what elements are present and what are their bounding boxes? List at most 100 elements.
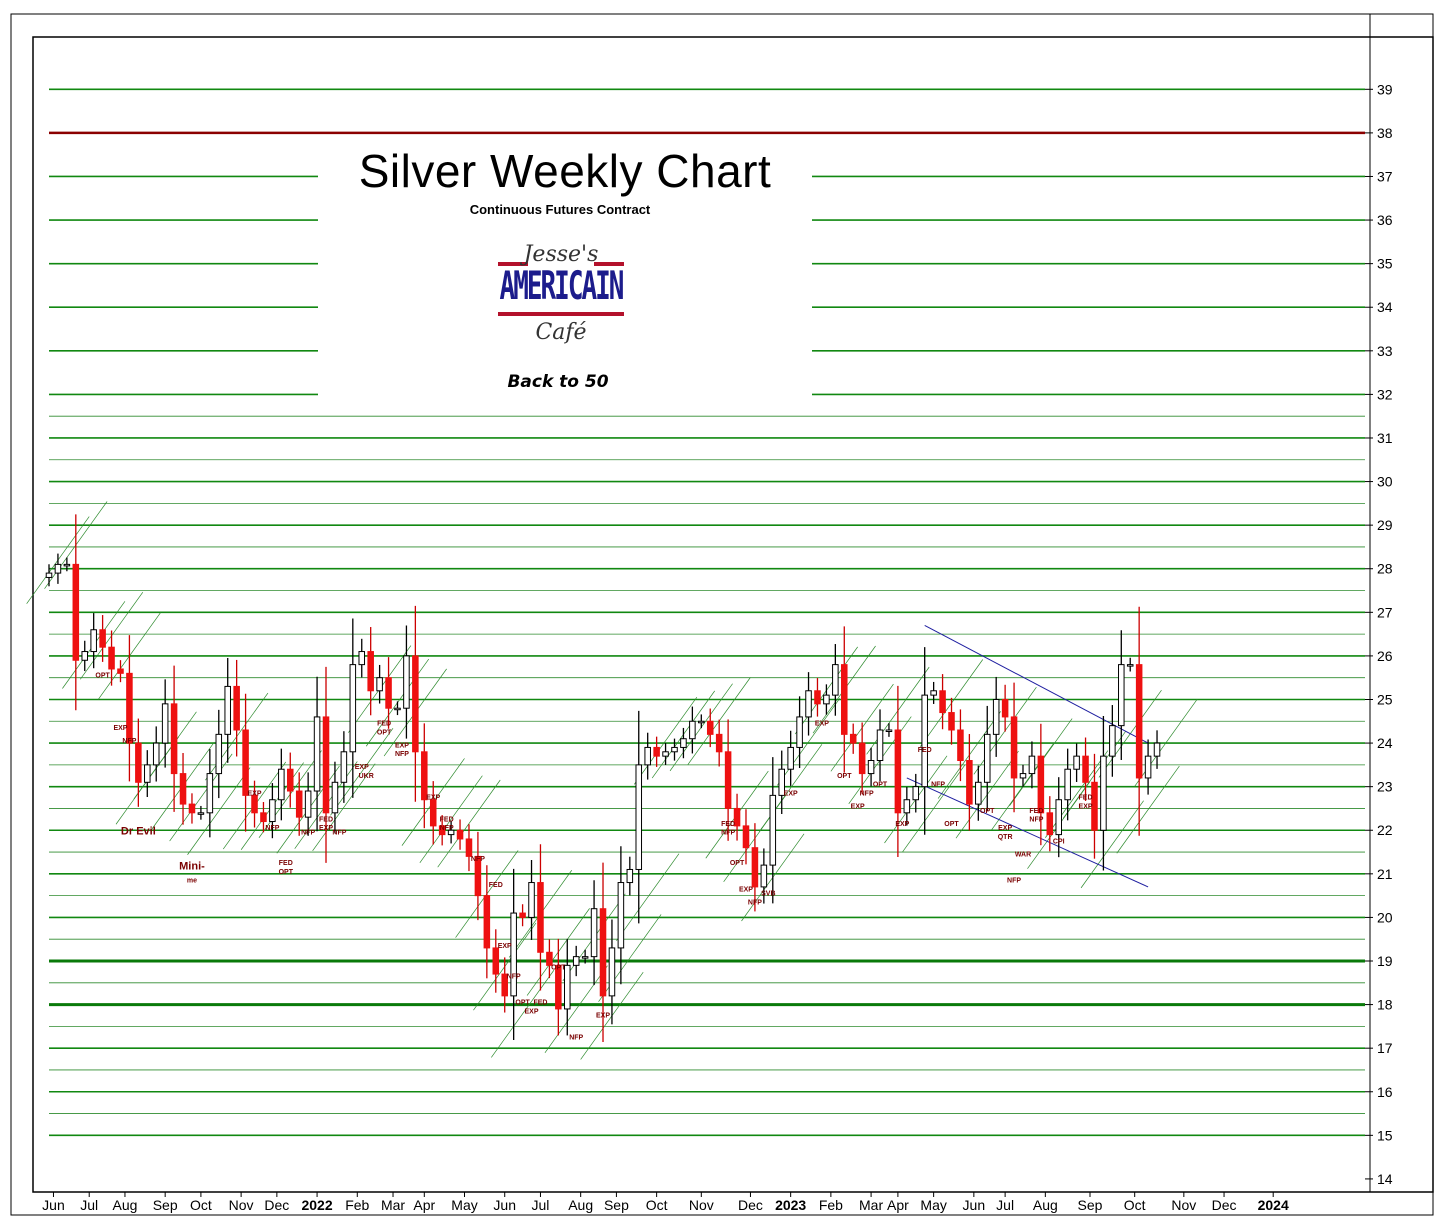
event-label: Dr Evil <box>121 826 156 838</box>
candle-up <box>215 733 223 775</box>
candle-up <box>635 764 643 870</box>
x-tick-label: Jul <box>996 1197 1014 1213</box>
event-label: OPT <box>377 729 392 736</box>
event-label: SVB <box>761 891 775 898</box>
y-tick-label: 34 <box>1377 299 1393 315</box>
event-label: NFP <box>931 782 945 789</box>
candle-down <box>438 825 446 836</box>
event-label: OPT <box>837 773 852 780</box>
trend-line <box>330 727 394 816</box>
candle-down <box>72 563 80 661</box>
candle-down <box>742 825 750 849</box>
candle-up <box>206 773 214 814</box>
candle-up <box>1153 742 1161 757</box>
event-label: EXP <box>739 886 753 893</box>
chart-title: Silver Weekly Chart <box>358 145 772 197</box>
x-tick-label: Oct <box>1124 1197 1146 1213</box>
y-tick-label: 17 <box>1377 1040 1393 1056</box>
y-tick-label: 36 <box>1377 212 1393 228</box>
event-label: FED <box>319 817 333 824</box>
candlesticks <box>45 514 1161 1042</box>
event-label: EXP <box>851 803 865 810</box>
candle-up <box>1064 768 1071 801</box>
candle-up <box>832 664 839 696</box>
event-label: OPT <box>515 1000 530 1007</box>
y-tick-label: 33 <box>1377 343 1393 359</box>
event-label: FED <box>1029 808 1043 815</box>
event-label: NFP <box>507 973 521 980</box>
x-tick-label: 2023 <box>775 1197 806 1213</box>
trend-line <box>312 763 376 852</box>
candle-up <box>992 698 1000 735</box>
candle-up <box>876 729 884 762</box>
chart-note: Back to 50 <box>507 372 609 392</box>
event-label: NFP <box>440 825 454 832</box>
event-label: FED <box>489 882 503 889</box>
logo-line-2: AMERICAIN <box>499 264 625 310</box>
candle-down <box>233 685 240 731</box>
candle-up <box>1100 755 1107 831</box>
candle-up <box>1055 799 1063 836</box>
candle-up <box>796 716 803 748</box>
candle-down <box>1046 812 1054 836</box>
event-label: FED <box>440 817 454 824</box>
x-tick-label: Aug <box>568 1197 593 1213</box>
candle-up <box>805 690 812 718</box>
candle-down <box>126 672 133 744</box>
y-tick-label: 15 <box>1377 1127 1393 1143</box>
y-tick-label: 35 <box>1377 256 1393 272</box>
candle-up <box>144 764 151 783</box>
candle-down <box>429 799 437 827</box>
trend-line <box>491 970 555 1058</box>
event-label: WAR <box>1015 851 1031 858</box>
x-tick-label: May <box>920 1197 946 1213</box>
logo-stripe <box>498 312 624 316</box>
channel-line <box>906 777 1149 888</box>
candle-down <box>849 733 857 744</box>
event-label: EXP <box>998 825 1012 832</box>
candle-up <box>90 629 97 653</box>
candle-up <box>626 868 634 884</box>
event-label: OPT <box>980 808 995 815</box>
candle-up <box>269 799 276 823</box>
candle-up <box>376 677 383 692</box>
trend-line <box>902 764 966 853</box>
event-label: EXP <box>355 764 369 771</box>
x-tick-label: Nov <box>1171 1197 1196 1213</box>
trend-line <box>187 767 251 855</box>
logo-line-3: Café <box>535 320 587 345</box>
candle-up <box>197 812 205 815</box>
event-label: NFP <box>860 790 874 797</box>
candle-down <box>751 847 759 888</box>
x-tick-label: Dec <box>264 1197 289 1213</box>
candle-up <box>662 751 669 757</box>
candle-up <box>510 912 517 997</box>
candle-down <box>948 712 955 731</box>
x-tick-label: Mar <box>859 1197 883 1213</box>
candle-up <box>161 703 169 744</box>
event-label: NFP <box>569 1034 583 1041</box>
candle-down <box>1037 755 1045 814</box>
event-label: NFP <box>471 856 485 863</box>
x-tick-label: Aug <box>1033 1197 1058 1213</box>
cafe-logo: Jesse's AMERICAIN Café <box>494 242 628 354</box>
candle-down <box>1001 698 1009 718</box>
candle-up <box>1144 755 1152 779</box>
y-tick-label: 28 <box>1377 561 1393 577</box>
event-label: CPI <box>1053 838 1065 845</box>
candle-up <box>885 729 893 732</box>
event-label: OPT <box>95 673 110 680</box>
candle-up <box>152 742 160 766</box>
event-label: EXP <box>784 790 798 797</box>
y-tick-label: 39 <box>1377 81 1393 97</box>
y-tick-label: 37 <box>1377 168 1393 184</box>
channel-line <box>924 624 1149 744</box>
y-tick-label: 32 <box>1377 386 1393 402</box>
x-tick-label: Sep <box>1078 1197 1103 1213</box>
title-block: Silver Weekly Chart Continuous Futures C… <box>318 140 812 402</box>
event-label: OPT <box>944 821 959 828</box>
candle-down <box>170 703 178 775</box>
trend-line <box>1116 765 1180 854</box>
candle-up <box>1073 755 1080 770</box>
